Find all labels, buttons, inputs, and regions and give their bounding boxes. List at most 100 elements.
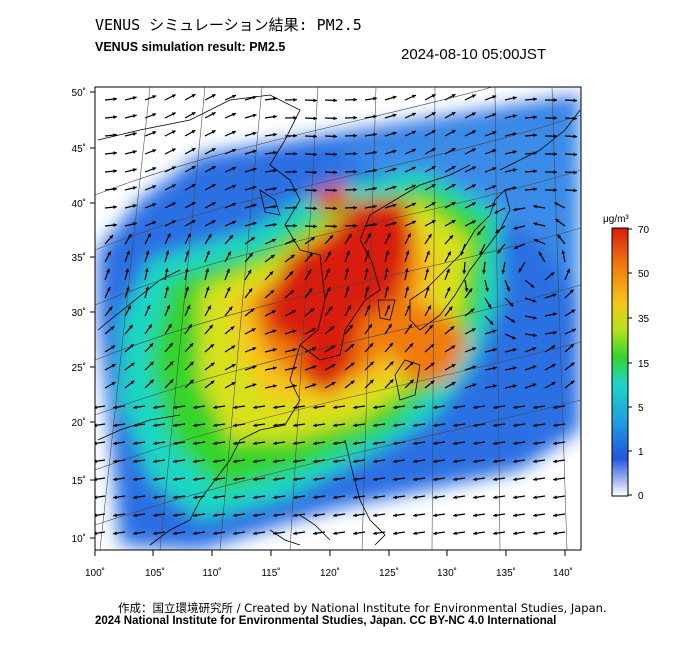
wind-arrow-head: [551, 345, 556, 350]
wind-arrow-head: [293, 531, 297, 536]
wind-arrow-head: [532, 315, 537, 320]
wind-arrow-head: [169, 342, 173, 347]
wind-arrow-head: [313, 224, 317, 229]
wind-arrow-head: [555, 219, 560, 223]
wind-arrow-head: [553, 152, 557, 157]
wind-arrow-head: [366, 305, 371, 310]
wind-arrow-head: [312, 383, 317, 388]
wind-arrow-head: [553, 423, 557, 428]
wind-arrow-head: [211, 184, 216, 188]
wind-arrow-head: [152, 113, 157, 117]
wind-arrow-head: [373, 168, 377, 173]
wind-arrow-head: [346, 250, 350, 255]
wind-arrow-head: [193, 423, 197, 428]
wind-arrow-head: [373, 441, 377, 446]
wind-arrow-head: [313, 134, 317, 139]
colorbar: μg/m³ 70 50 35 15 5 1 0: [603, 214, 650, 502]
wind-arrow-head: [501, 269, 506, 274]
wind-arrow-head: [373, 495, 377, 500]
wind-arrow-head: [331, 345, 336, 350]
wind-arrow-head: [392, 185, 397, 190]
wind-arrow-head: [311, 328, 316, 332]
wind-arrow-head: [253, 495, 257, 500]
wind-arrow-head: [431, 94, 436, 98]
wind-arrow-head: [113, 495, 117, 500]
wind-arrow-head: [213, 495, 217, 500]
wind-arrow-head: [413, 477, 417, 482]
wind-arrow-head: [331, 364, 336, 368]
wind-arrow-head: [554, 202, 559, 206]
wind-arrow-head: [125, 268, 130, 273]
wind-arrow-head: [132, 186, 137, 190]
wind-arrow-head: [353, 423, 357, 428]
wind-arrow-head: [373, 531, 377, 536]
wind-arrow-head: [468, 288, 473, 293]
wind-arrow-head: [293, 133, 297, 138]
wind-arrow-head: [193, 405, 197, 410]
wind-arrow-head: [252, 167, 257, 172]
wind-arrow-head: [392, 203, 397, 208]
wind-arrow-head: [273, 477, 277, 482]
wind-arrow-head: [493, 531, 497, 536]
wind-arrow-head: [107, 251, 111, 256]
wind-arrow-head: [113, 169, 117, 174]
wind-arrow-head: [109, 235, 114, 239]
wind-arrow-head: [252, 149, 257, 154]
wind-arrow-head: [253, 459, 257, 464]
wind-arrow-head: [113, 531, 117, 536]
lon-label-115: 115˚: [261, 567, 280, 579]
wind-arrow-head: [411, 112, 416, 117]
wind-arrow-head: [205, 286, 210, 291]
wind-arrow-head: [171, 166, 176, 170]
wind-arrow-head: [426, 250, 430, 255]
wind-arrow-head: [247, 269, 252, 274]
wind-arrow-head: [473, 441, 477, 446]
wind-arrow-head: [425, 286, 430, 291]
wind-arrow-head: [326, 268, 330, 273]
wind-arrow-head: [353, 133, 357, 138]
wind-arrow-head: [533, 495, 537, 500]
wind-arrow-head: [413, 513, 417, 518]
wind-arrow-head: [113, 459, 117, 464]
wind-arrow-head: [191, 130, 196, 134]
wind-arrow-head: [533, 238, 538, 243]
wind-arrow-head: [353, 405, 357, 410]
colorbar-unit: μg/m³: [603, 214, 629, 225]
wind-arrow-head: [512, 384, 517, 389]
wind-arrow-head: [408, 324, 412, 329]
wind-arrow-head: [272, 384, 277, 389]
wind-arrow-head: [411, 202, 416, 207]
wind-arrow-head: [373, 477, 377, 482]
wind-arrow-head: [313, 116, 317, 121]
wind-arrow-head: [429, 324, 433, 329]
wind-arrow-head: [113, 477, 117, 482]
wind-arrow-head: [353, 187, 357, 192]
wind-arrow-head: [293, 97, 297, 102]
wind-arrow-head: [226, 268, 230, 273]
wind-arrow-head: [533, 423, 537, 428]
wind-arrow-head: [509, 302, 514, 307]
wind-arrow-head: [573, 152, 577, 157]
wind-arrow-head: [333, 441, 337, 446]
colorbar-tick-0: 0: [638, 491, 644, 502]
wind-arrow-head: [573, 188, 577, 193]
wind-arrow-head: [353, 477, 357, 482]
wind-arrow-head: [392, 131, 397, 136]
wind-arrow-head: [111, 382, 116, 386]
wind-arrow-head: [431, 202, 436, 206]
wind-arrow-head: [327, 251, 331, 256]
wind-arrow-head: [533, 477, 537, 482]
wind-arrow-head: [113, 115, 117, 120]
wind-arrow-head: [293, 187, 297, 192]
wind-arrow-head: [165, 286, 169, 291]
wind-arrow-head: [393, 405, 397, 410]
wind-arrow-head: [273, 114, 277, 119]
wind-arrow-head: [392, 221, 397, 226]
wind-arrow-head: [464, 288, 469, 292]
wind-arrow-head: [472, 347, 477, 351]
wind-arrow-head: [326, 287, 331, 292]
wind-arrow-head: [132, 204, 137, 208]
wind-arrow-head: [369, 361, 374, 366]
wind-arrow-head: [313, 170, 317, 175]
wind-arrow-head: [533, 333, 537, 338]
